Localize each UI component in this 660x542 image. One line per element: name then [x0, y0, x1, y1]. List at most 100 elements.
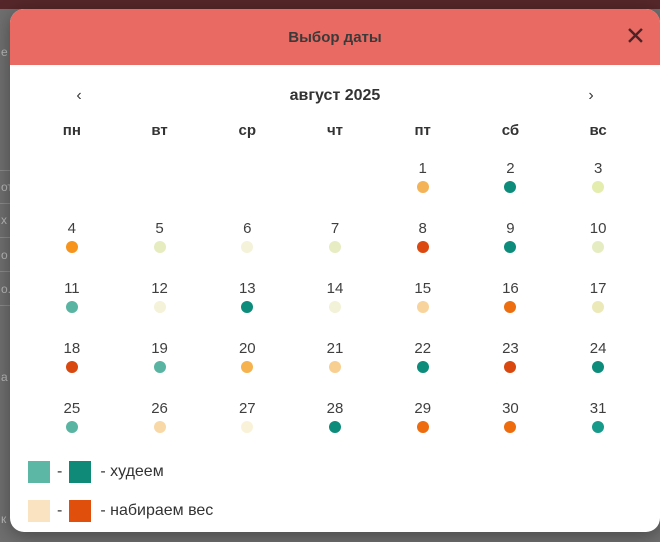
calendar-day-cell[interactable]: 22 [379, 335, 467, 395]
backdrop-divider-line [0, 237, 10, 238]
calendar-day-cell[interactable]: 3 [554, 155, 642, 215]
legend-label: - худеем [100, 463, 164, 480]
day-status-dot [65, 361, 78, 373]
day-number: 30 [502, 400, 519, 417]
day-number: 14 [326, 280, 344, 297]
backdrop-divider-line [0, 170, 10, 171]
calendar-day-cell[interactable]: 14 [291, 275, 379, 335]
day-status-dot [592, 301, 605, 313]
calendar-empty-cell [291, 155, 379, 215]
legend: - - худеем - - набираем вес [10, 459, 660, 524]
day-number: 10 [589, 220, 607, 237]
backdrop-text-fragment: к [1, 513, 7, 525]
calendar-day-cell[interactable]: 5 [116, 215, 204, 275]
legend-swatch [69, 500, 92, 522]
calendar-day-cell[interactable]: 29 [379, 395, 467, 455]
day-status-dot [416, 181, 429, 193]
backdrop-text-fragment: е [1, 46, 8, 58]
day-number: 3 [593, 160, 603, 177]
day-status-dot [504, 301, 517, 313]
day-number: 21 [326, 340, 344, 357]
next-month-icon[interactable]: › [580, 87, 602, 105]
backdrop-text-fragment: от [1, 181, 10, 193]
day-status-dot [241, 241, 254, 253]
calendar-day-cell[interactable]: 30 [467, 395, 555, 455]
calendar-day-cell[interactable]: 20 [203, 335, 291, 395]
day-status-dot [328, 241, 341, 253]
weekday-label: чт [326, 122, 344, 139]
day-number: 20 [238, 340, 256, 357]
day-status-dot [328, 301, 341, 313]
calendar-day-cell[interactable]: 8 [379, 215, 467, 275]
weekday-label: вт [151, 122, 168, 139]
backdrop-text-fragment: х [1, 214, 7, 226]
day-status-dot [592, 421, 605, 433]
day-status-dot [416, 241, 429, 253]
day-status-dot [153, 421, 166, 433]
calendar-day-cell[interactable]: 15 [379, 275, 467, 335]
backdrop-top-strip [0, 0, 660, 9]
day-status-dot [592, 181, 605, 193]
calendar-day-cell[interactable]: 6 [203, 215, 291, 275]
calendar-empty-cell [203, 155, 291, 215]
weekday-label: пт [414, 122, 431, 139]
day-status-dot [328, 361, 341, 373]
day-number: 5 [155, 220, 164, 237]
calendar-day-cell[interactable]: 31 [554, 395, 642, 455]
day-status-dot [65, 301, 78, 313]
calendar-day-cell[interactable]: 16 [467, 275, 555, 335]
date-picker-modal: Выбор даты ✕ ‹ август 2025 › пн вт ср чт пт с… [10, 9, 660, 532]
calendar-day-cell[interactable]: 4 [28, 215, 116, 275]
calendar-day-cell[interactable]: 23 [467, 335, 555, 395]
legend-swatch [28, 500, 50, 522]
calendar-day-cell[interactable]: 28 [291, 395, 379, 455]
calendar-day-cell[interactable]: 18 [28, 335, 116, 395]
backdrop-divider-line [0, 305, 10, 306]
weekday-label: сб [501, 122, 520, 139]
legend-separator: - [57, 502, 63, 519]
calendar-day-cell[interactable]: 1 [379, 155, 467, 215]
day-status-dot [153, 301, 166, 313]
day-number: 16 [502, 280, 519, 297]
calendar-day-cell[interactable]: 7 [291, 215, 379, 275]
prev-month-icon[interactable]: ‹ [68, 87, 90, 105]
calendar-day-cell[interactable]: 11 [28, 275, 116, 335]
day-number: 28 [326, 400, 344, 417]
day-number: 15 [414, 280, 432, 297]
legend-row: - - худеем [28, 459, 642, 485]
day-number: 6 [243, 220, 252, 237]
calendar-day-cell[interactable]: 21 [291, 335, 379, 395]
close-icon[interactable]: ✕ [625, 22, 646, 51]
backdrop-divider-line [0, 271, 10, 272]
day-number: 1 [418, 160, 427, 177]
day-status-dot [416, 301, 429, 313]
calendar-day-cell[interactable]: 12 [116, 275, 204, 335]
day-number: 4 [67, 220, 77, 237]
weekday-label: ср [238, 122, 257, 139]
day-number: 7 [330, 220, 340, 237]
day-number: 24 [589, 340, 607, 357]
day-status-dot [504, 181, 517, 193]
calendar-day-cell[interactable]: 25 [28, 395, 116, 455]
day-number: 23 [502, 340, 519, 357]
calendar-day-cell[interactable]: 26 [116, 395, 204, 455]
day-number: 17 [589, 280, 607, 297]
day-number: 27 [238, 400, 256, 417]
backdrop-text-fragment: а [1, 371, 8, 383]
day-status-dot [504, 241, 517, 253]
day-number: 8 [418, 220, 427, 237]
calendar-day-cell[interactable]: 24 [554, 335, 642, 395]
calendar-day-cell[interactable]: 19 [116, 335, 204, 395]
calendar-day-cell[interactable]: 9 [467, 215, 555, 275]
calendar-day-cell[interactable]: 27 [203, 395, 291, 455]
day-status-dot [504, 421, 517, 433]
calendar-day-cell[interactable]: 17 [554, 275, 642, 335]
calendar-day-cell[interactable]: 10 [554, 215, 642, 275]
day-number: 31 [589, 400, 607, 417]
calendar-day-cell[interactable]: 2 [467, 155, 555, 215]
backdrop-divider-line [0, 203, 10, 204]
day-status-dot [328, 421, 341, 433]
calendar-day-cell[interactable]: 13 [203, 275, 291, 335]
day-number: 12 [151, 280, 168, 297]
legend-label: - набираем вес [100, 502, 214, 519]
